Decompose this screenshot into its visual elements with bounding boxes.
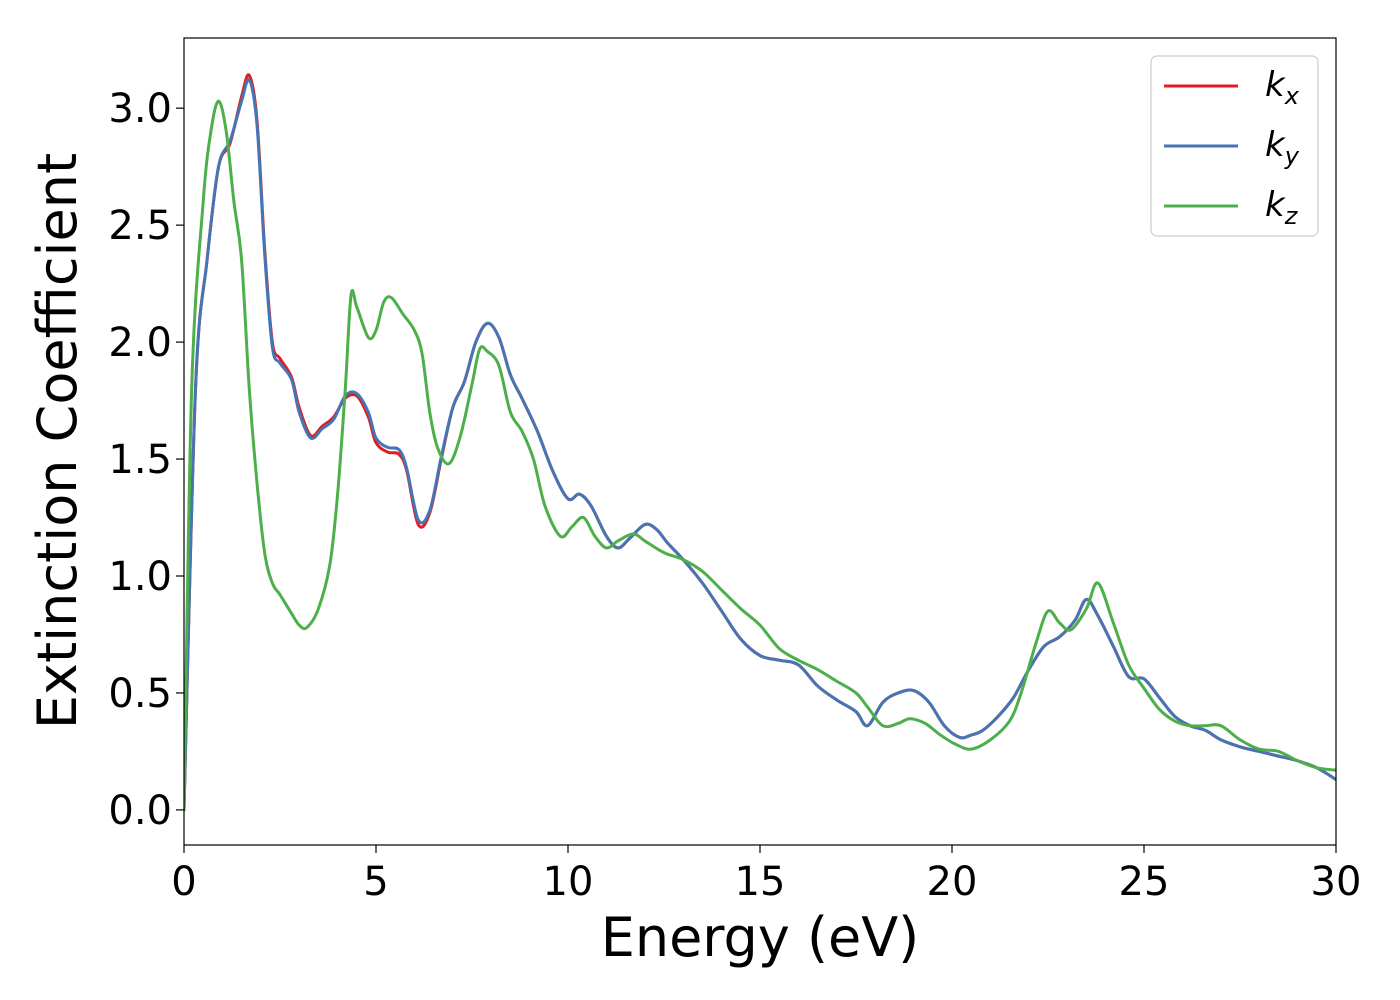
x-tick-label: 0 bbox=[171, 859, 196, 905]
x-tick-label: 5 bbox=[363, 859, 388, 905]
x-tick-label: 15 bbox=[735, 859, 786, 905]
x-axis-ticks: 0 5 10 15 20 25 30 bbox=[171, 845, 1361, 905]
legend-label-kx: kx bbox=[1265, 65, 1300, 110]
legend-label-ky: ky bbox=[1265, 125, 1300, 170]
y-tick-label: 2.0 bbox=[108, 320, 172, 366]
x-tick-label: 30 bbox=[1311, 859, 1362, 905]
x-tick-label: 20 bbox=[927, 859, 978, 905]
y-tick-label: 1.5 bbox=[108, 437, 172, 483]
series-line-kz bbox=[184, 99, 1336, 812]
x-tick-label: 25 bbox=[1119, 859, 1170, 905]
y-tick-label: 0.0 bbox=[108, 788, 172, 834]
y-tick-label: 2.5 bbox=[108, 203, 172, 249]
series-line-ky bbox=[184, 77, 1336, 812]
x-tick-label: 10 bbox=[543, 859, 594, 905]
y-tick-label: 0.5 bbox=[108, 671, 172, 717]
series-layer bbox=[184, 73, 1336, 812]
legend: kx ky kz bbox=[1150, 55, 1319, 237]
x-axis-label: Energy (eV) bbox=[601, 906, 920, 969]
legend-label-kz: kz bbox=[1265, 185, 1299, 230]
y-tick-label: 1.0 bbox=[108, 554, 172, 600]
y-axis-ticks: 0.0 0.5 1.0 1.5 2.0 2.5 3.0 bbox=[108, 86, 184, 834]
y-tick-label: 3.0 bbox=[108, 86, 172, 132]
y-axis-label: Extinction Coefficient bbox=[26, 153, 89, 729]
